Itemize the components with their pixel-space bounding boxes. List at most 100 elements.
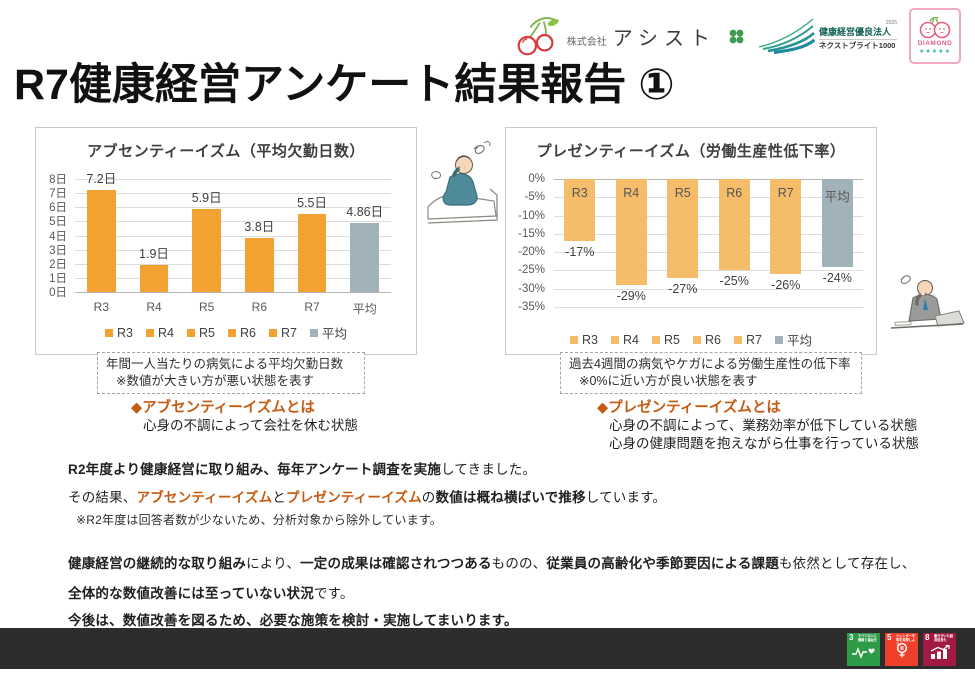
- x-axis-tick: R5: [199, 300, 215, 314]
- body-paragraph-1: R2年度より健康経営に取り組み、毎年アンケート調査を実施してきました。: [68, 458, 536, 478]
- bar-R7: [297, 214, 327, 292]
- bar-value-label: 7.2日: [86, 172, 117, 187]
- legend-swatch: [733, 335, 742, 344]
- y-axis-tick: -35%: [518, 301, 545, 313]
- footer-bar: [0, 628, 975, 669]
- legend-item-平均: 平均: [774, 330, 812, 349]
- cert-name-label: 健康経営優良法人: [819, 26, 892, 37]
- bar-value-label: 5.5日: [297, 196, 327, 211]
- absenteeism-chart: アブセンティーイズム（平均欠勤日数） 8日 7日 6日 5日 4日 3日 2日 1日 0日 7.…: [35, 127, 417, 355]
- gridline: [75, 193, 391, 195]
- bar-slot-R3: R3 -17%: [554, 179, 606, 307]
- gridline: [75, 249, 391, 251]
- bar-slot-R7: 5.5日: [286, 179, 339, 292]
- gridline: [554, 252, 863, 254]
- absenteeism-definition: ◆アブセンティーイズムとは 心身の不調によって会社を休む状態: [131, 400, 358, 435]
- legend-swatch: [692, 335, 701, 344]
- diamond-label: DIAMOND: [917, 40, 953, 47]
- text-run: その結果、: [68, 490, 137, 505]
- x-axis-tick: R3: [93, 300, 109, 314]
- bar-slot-R4: R4 -29%: [606, 179, 658, 307]
- bar-category-label: 平均: [824, 190, 850, 204]
- presenteeism-y-axis: 0% -5% -10% -15% -20% -25% -30% -35%: [506, 173, 550, 313]
- body-paragraph-4: 全体的な数値改善には至っていない状況です。: [68, 582, 354, 602]
- bar-R3: R3: [564, 179, 596, 242]
- presenteeism-chart: プレゼンティーイズム（労働生産性低下率） 0% -5% -10% -15% -20% -2…: [505, 127, 877, 355]
- sdg-glyph-icon: [851, 645, 876, 664]
- legend-swatch: [187, 328, 195, 337]
- bar-R5: R5: [667, 179, 699, 278]
- legend-swatch: [146, 328, 155, 337]
- absenteeism-y-axis: 8日 7日 6日 5日 4日 3日 2日 1日 0日: [36, 174, 72, 299]
- bar-slot-R4: 1.9日: [128, 179, 181, 292]
- x-axis-tick: R7: [304, 300, 320, 314]
- bar-slot-R7: R7 -26%: [760, 179, 812, 307]
- cert-sub-label: ネクストブライト1000: [819, 41, 896, 51]
- sdg-number: 8: [925, 633, 930, 642]
- bar-value-label: -29%: [616, 289, 646, 304]
- bar-value-label: -25%: [719, 274, 749, 289]
- legend-item-R4: R4: [146, 326, 174, 340]
- gridline: [554, 179, 863, 180]
- legend-label: R7: [745, 332, 762, 347]
- absenteeism-legend: R3 R4 R5 R6 R7 平均: [36, 323, 416, 342]
- bar-category-label: R4: [623, 186, 640, 200]
- gridline: [75, 292, 391, 293]
- text-run: 一定の成果は確認されつつある: [300, 556, 492, 571]
- sdg-number: 3: [849, 633, 854, 642]
- sdg-label: ジェンダー平等を実現しよう: [896, 634, 916, 646]
- legend-item-R6: R6: [227, 326, 256, 340]
- presenteeism-plot-area: R3 -17% R4 -29% R5 -27% R6 -25% R7 -26% 平均 -24%: [554, 179, 864, 308]
- sdg-label: 働きがいも経済成長も: [934, 634, 954, 642]
- bar-平均: [350, 223, 379, 292]
- legend-label: R5: [664, 332, 680, 347]
- y-axis-tick: -15%: [518, 227, 545, 240]
- y-axis-tick: 6日: [49, 202, 67, 215]
- legend-label: R6: [704, 332, 721, 347]
- absenteeism-chart-title: アブセンティーイズム（平均欠勤日数）: [87, 143, 365, 160]
- clover-icon: [729, 29, 744, 43]
- text-run: 従業員の高齢化や季節要因による課題: [546, 556, 779, 571]
- bar-category-label: R5: [674, 186, 691, 200]
- absenteeism-note-box: 年間一人当たりの病気による平均欠勤日数 ※数値が大きい方が悪い状態を表す: [97, 352, 365, 394]
- bar-R5: [192, 208, 221, 292]
- y-axis-tick: -20%: [518, 246, 545, 259]
- cert-year-label: 2025: [885, 20, 897, 27]
- y-axis-tick: 7日: [49, 188, 67, 201]
- legend-label: 平均: [321, 327, 347, 341]
- cert-divider: [819, 39, 897, 41]
- company-name-label: アシスト: [612, 27, 716, 50]
- absenteeism-definition-line: 心身の不調によって会社を休む状態: [143, 418, 358, 434]
- legend-swatch: [774, 335, 783, 344]
- businessman-illustration: [889, 266, 965, 351]
- legend-item-R5: R5: [187, 326, 215, 340]
- bar-slot-R6: R6 -25%: [709, 179, 761, 307]
- y-axis-tick: 2日: [49, 258, 67, 271]
- legend-item-R3: R3: [570, 333, 598, 347]
- legend-item-R7: R7: [268, 326, 297, 340]
- text-run: プレゼンティーイズム: [286, 490, 422, 505]
- legend-swatch: [309, 328, 318, 337]
- text-run: も依然として存在し、: [778, 556, 916, 571]
- legend-label: R4: [623, 332, 639, 347]
- certification-text: 2025 健康経営優良法人 ネクストブライト1000: [819, 20, 897, 51]
- presenteeism-chart-title: プレゼンティーイズム（労働生産性低下率）: [536, 143, 846, 160]
- gridline: [554, 215, 863, 217]
- legend-swatch: [611, 335, 620, 344]
- text-run: 今後は、数値改善を図るため、必要な施策を検討・実施してまいります。: [68, 613, 518, 628]
- bar-slot-平均: 平均 -24%: [812, 179, 864, 307]
- bar-value-label: 1.9日: [139, 247, 169, 262]
- sdg8-icon: 8 働きがいも経済成長も: [923, 633, 956, 666]
- legend-swatch: [570, 335, 579, 344]
- text-run: により、: [246, 556, 301, 571]
- presenteeism-definition-line2: 心身の健康問題を抱えながら仕事を行っている状態: [609, 435, 919, 451]
- presenteeism-note-line1: 過去4週間の病気やケガによる労働生産性の低下率: [569, 357, 851, 371]
- body-paragraph-2: その結果、アブセンティーイズムとプレゼンティーイズムの数値は概ね横ばいで推移して…: [68, 486, 666, 506]
- company-logo: 株式会社 アシスト: [511, 13, 716, 59]
- text-run: の: [421, 490, 436, 505]
- y-axis-tick: 4日: [49, 230, 67, 243]
- y-axis-tick: 0%: [528, 173, 545, 185]
- legend-swatch: [227, 328, 236, 337]
- presenteeism-definition: ◆プレゼンティーイズムとは 心身の不調によって、業務効率が低下している状態 心身…: [597, 400, 919, 452]
